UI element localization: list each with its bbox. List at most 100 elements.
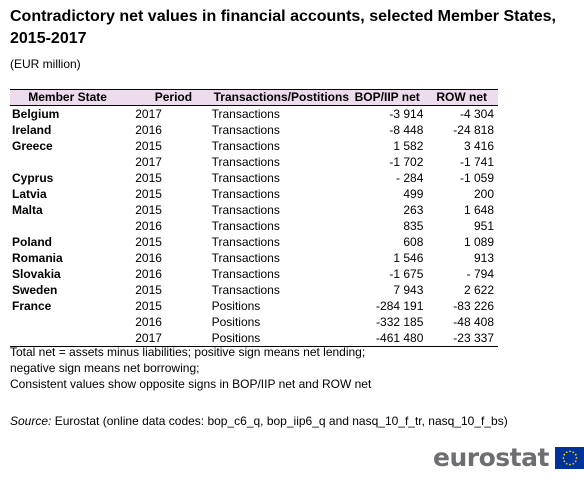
page-title: Contradictory net values in financial ac… (10, 8, 556, 47)
cell-type: Transactions (211, 235, 280, 249)
cell-member-state (10, 330, 124, 347)
cell-type: Transactions (211, 267, 280, 281)
cell-row-net: 1 648 (463, 203, 494, 217)
cell-period: 2016 (135, 267, 162, 281)
cell-type: Transactions (211, 187, 280, 201)
cell-period: 2017 (123, 330, 212, 347)
table-row: Belgium 2017 Transactions -3 914 -4 304 (10, 106, 498, 123)
cell-bop-iip-net: -1 675 (389, 267, 424, 281)
cell-bop-iip-net: 263 (403, 203, 424, 217)
cell-period: 2015 (135, 299, 162, 313)
header-period: Period (123, 89, 212, 106)
data-table: Member State Period Transactions/Postiti… (10, 89, 498, 347)
eurostat-logo: eurostat (433, 445, 584, 471)
cell-member-state: Belgium (12, 107, 60, 121)
cell-row-net: 951 (473, 219, 494, 233)
cell-row-net: 2 622 (463, 283, 494, 297)
flag-star-icon (574, 460, 577, 463)
cell-bop-iip-net: -1 702 (389, 155, 424, 169)
cell-bop-iip-net: -3 914 (389, 107, 424, 121)
header-transactions-positions: Transactions/Postitions (211, 89, 352, 106)
cell-bop-iip-net: 499 (403, 187, 424, 201)
cell-member-state: Malta (12, 203, 43, 217)
cell-bop-iip-net: -332 185 (376, 315, 424, 329)
cell-type: Transactions (211, 139, 280, 153)
cell-member-state: Cyprus (12, 171, 54, 185)
table-row: Sweden 2015 Transactions 7 943 2 622 (10, 282, 498, 298)
cell-period: 2017 (135, 107, 162, 121)
cell-member-state: Latvia (12, 187, 47, 201)
flag-star-icon (569, 463, 571, 466)
cell-member-state: Slovakia (12, 267, 61, 281)
cell-type: Transactions (211, 251, 280, 265)
source-note: Source: Eurostat (online data codes: bop… (10, 414, 508, 428)
cell-bop-iip-net: - 284 (396, 171, 424, 185)
header-bop-iip-net: BOP/IIP net (351, 89, 430, 106)
cell-type: Transactions (211, 107, 280, 121)
table-row: 2017 Transactions -1 702 -1 741 (10, 154, 498, 170)
flag-star-icon (575, 457, 578, 459)
cell-type: Transactions (211, 171, 280, 185)
flag-star-icon (562, 457, 565, 459)
cell-bop-iip-net: 1 546 (393, 251, 424, 265)
eu-flag-icon (554, 447, 584, 469)
cell-period: 2016 (135, 315, 162, 329)
note-line: Total net = assets minus liabilities; po… (10, 345, 366, 359)
cell-member-state: Greece (12, 139, 53, 153)
cell-period: 2015 (135, 283, 162, 297)
table-row: 2017 Positions -461 480 -23 337 (10, 330, 498, 347)
cell-period: 2016 (135, 251, 162, 265)
cell-period: 2015 (135, 139, 162, 153)
cell-member-state (10, 314, 123, 330)
table-header-row: Member State Period Transactions/Postiti… (10, 89, 498, 106)
cell-type: Transactions (211, 203, 280, 217)
flag-star-icon (565, 462, 568, 465)
cell-row-net: 913 (473, 251, 494, 265)
table-row: Cyprus 2015 Transactions - 284 -1 059 (10, 170, 498, 186)
cell-bop-iip-net: -284 191 (376, 299, 424, 313)
cell-row-net: 1 089 (463, 235, 494, 249)
flag-star-icon (563, 460, 566, 463)
cell-bop-iip-net: 608 (403, 235, 424, 249)
cell-member-state (10, 154, 123, 170)
cell-period: 2015 (135, 235, 162, 249)
note-line: Consistent values show opposite signs in… (10, 377, 372, 391)
cell-member-state: Sweden (12, 283, 58, 297)
note-line: negative sign means net borrowing; (10, 361, 200, 375)
table-row: Romania 2016 Transactions 1 546 913 (10, 250, 498, 266)
cell-type: Transactions (211, 219, 280, 233)
cell-row-net: -4 304 (459, 107, 494, 121)
cell-period: 2015 (135, 203, 162, 217)
cell-period: 2017 (135, 155, 162, 169)
cell-bop-iip-net: -8 448 (389, 123, 424, 137)
flag-star-icon (572, 451, 575, 454)
cell-bop-iip-net: 7 943 (393, 283, 424, 297)
cell-row-net: 3 416 (463, 139, 494, 153)
cell-row-net: -1 059 (459, 171, 494, 185)
cell-row-net: -23 337 (429, 330, 498, 347)
flag-star-icon (563, 453, 566, 456)
table-body: Belgium 2017 Transactions -3 914 -4 304 Irela… (10, 106, 498, 347)
flag-star-icon (565, 451, 568, 454)
notes: Total net = assets minus liabilities; po… (10, 344, 371, 392)
source-label: Source: (10, 414, 52, 428)
table-row: 2016 Positions -332 185 -48 408 (10, 314, 498, 330)
cell-period: 2015 (135, 187, 162, 201)
cell-member-state (10, 218, 123, 234)
cell-type: Transactions (211, 155, 280, 169)
cell-period: 2016 (135, 219, 162, 233)
table-row: Poland 2015 Transactions 608 1 089 (10, 234, 498, 250)
table-row: Ireland 2016 Transactions -8 448 -24 818 (10, 122, 498, 138)
source-text: Eurostat (online data codes: bop_c6_q, b… (51, 414, 508, 428)
cell-row-net: -1 741 (459, 155, 494, 169)
flag-star-icon (574, 453, 577, 456)
flag-star-icon (572, 462, 575, 465)
eurostat-logo-text: eurostat (433, 443, 549, 472)
header-member-state: Member State (10, 89, 124, 106)
cell-member-state: Poland (12, 235, 53, 249)
cell-member-state: Romania (12, 251, 63, 265)
cell-bop-iip-net: 835 (403, 219, 424, 233)
cell-type: Positions (211, 330, 352, 347)
cell-period: 2015 (135, 171, 162, 185)
cell-member-state: Ireland (12, 123, 52, 137)
